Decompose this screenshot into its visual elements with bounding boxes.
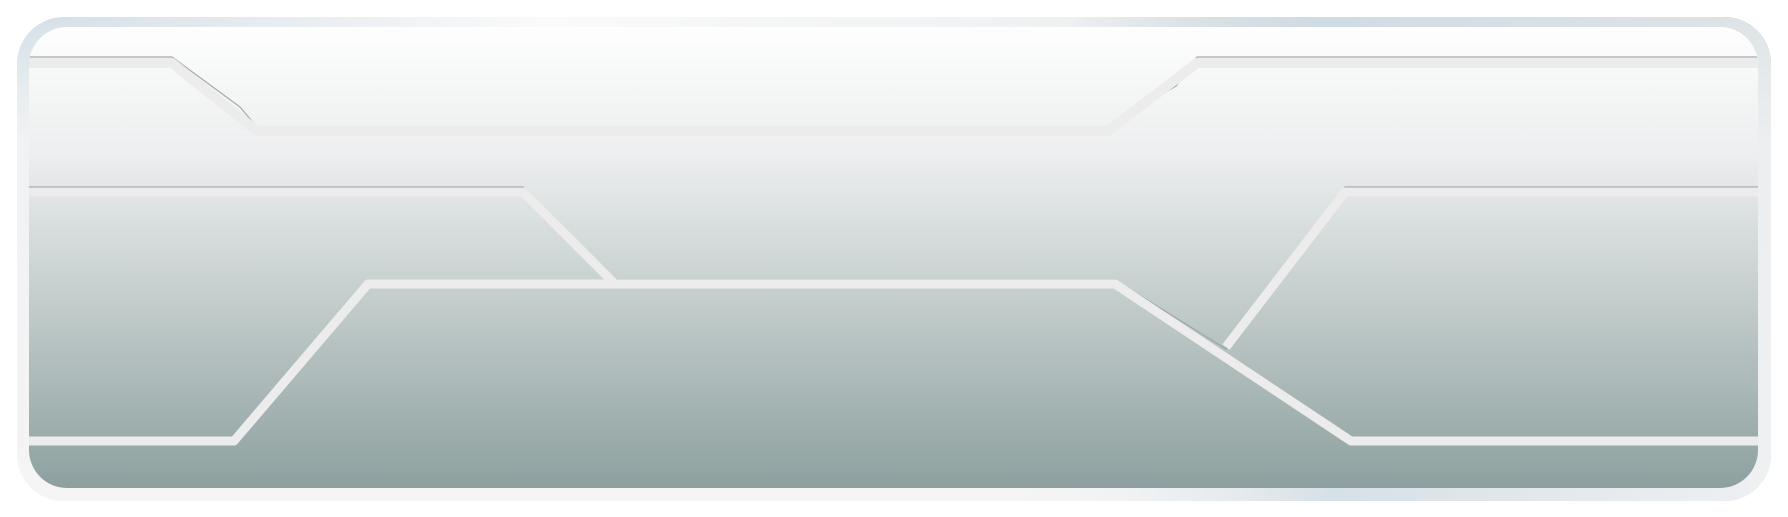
circuit-trace-main <box>29 279 1758 446</box>
circuit-trace-right-upper <box>1222 187 1758 350</box>
circuit-trace-left-upper <box>29 187 619 288</box>
circuit-lines <box>29 56 1758 446</box>
inner-fill <box>29 27 1758 488</box>
circuit-trace-top <box>29 58 1758 136</box>
